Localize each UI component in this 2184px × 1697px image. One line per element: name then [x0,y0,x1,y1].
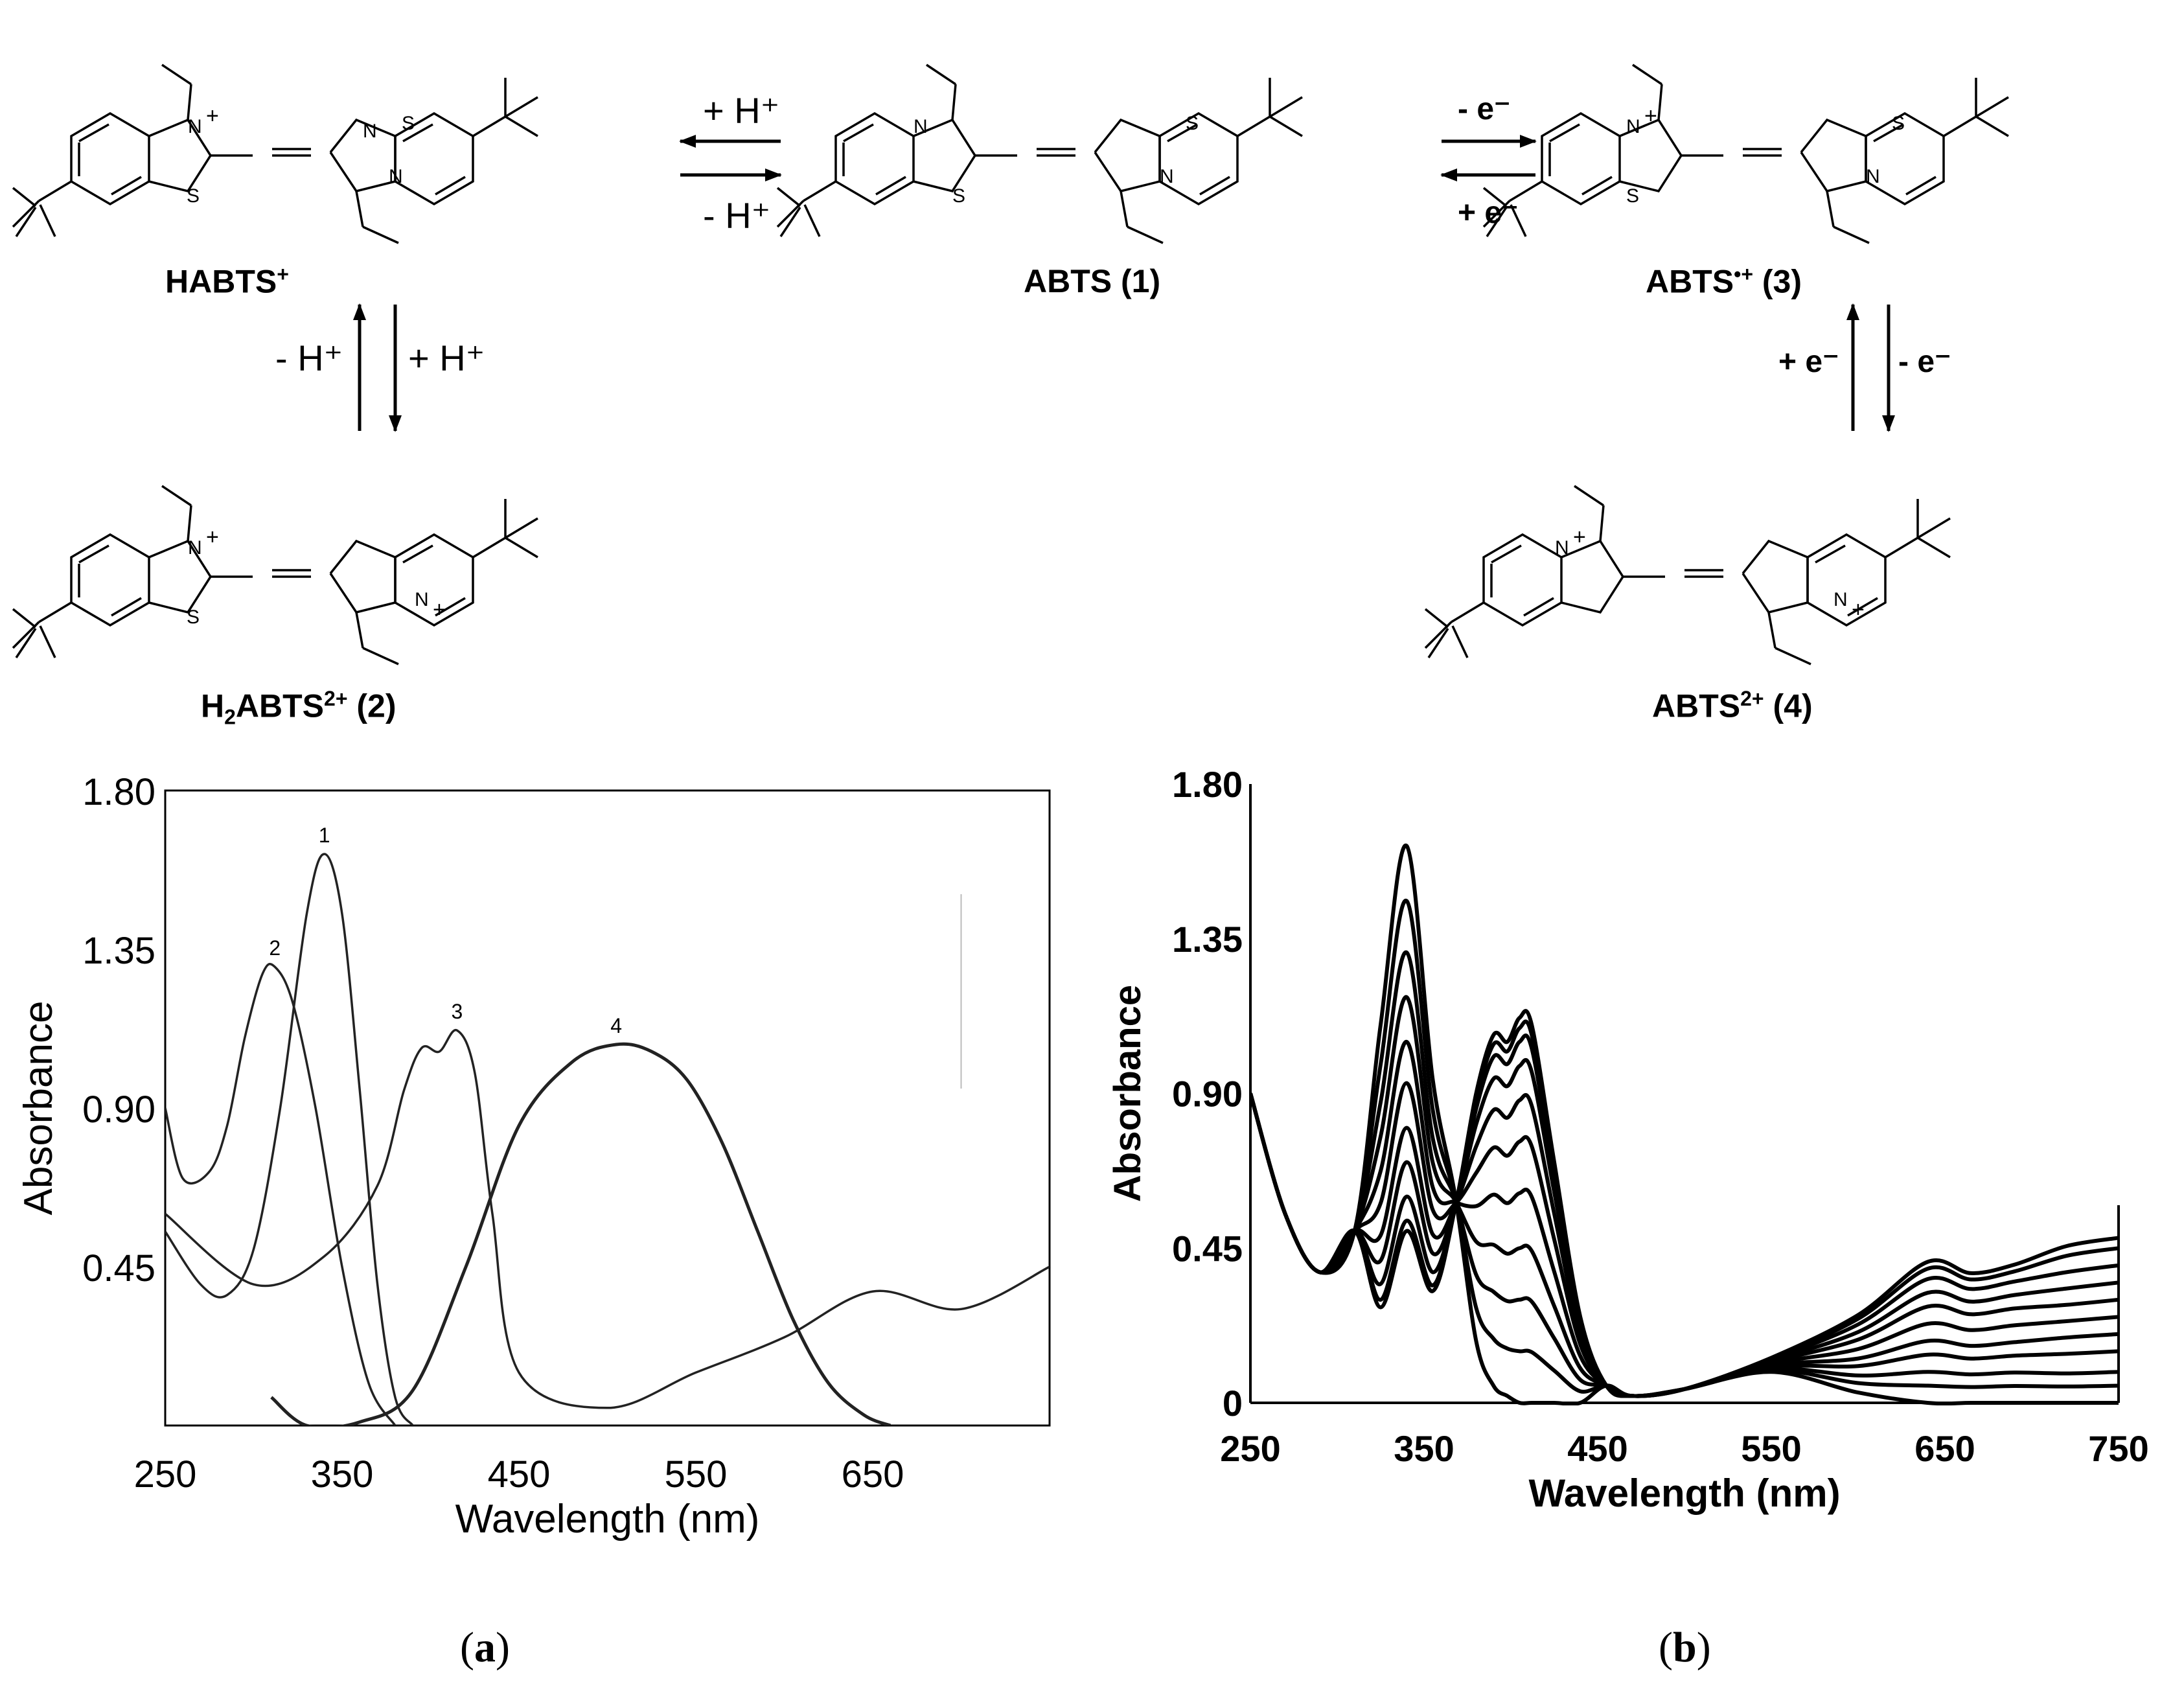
arrow-label-minus-h: - H⁺ [703,195,771,236]
svg-text:N: N [415,589,429,610]
svg-text:+: + [1573,525,1586,549]
abts-structure [776,63,1304,244]
spectrum-line [1250,1092,2119,1398]
plot-frame-a [164,789,1051,1427]
y-tick-label: 0.45 [82,1247,155,1289]
series-4-line [270,1042,891,1426]
label-habts: HABTS+ [165,262,289,300]
series-4-label: 4 [610,1014,622,1037]
x-tick-label: 650 [1914,1428,1975,1469]
svg-text:S: S [1626,185,1639,207]
y-tick-label: 0.45 [1172,1228,1243,1269]
svg-text:N: N [1833,589,1848,610]
panel-label-b: (b) [1659,1624,1711,1671]
spectrum-line [1250,950,2119,1398]
spectrum-line [1250,843,2119,1405]
svg-text:+: + [1852,597,1865,622]
svg-text:S: S [402,113,415,134]
svg-text:S: S [1186,113,1199,134]
svg-text:N: N [1160,166,1174,187]
series-3-label: 3 [452,1000,463,1023]
chart-b: 250 350 450 550 650 750 0 0.45 0.90 1.35 1.80 Wavel… [1107,764,2149,1515]
x-tick-label: 250 [1220,1428,1280,1469]
y-tick-label: 0.90 [1172,1074,1243,1114]
spectrum-line [1250,1039,2119,1398]
abts2-structure [1424,485,1951,665]
arrow-label-minus-e: - e⁻ [1458,92,1511,126]
reaction-scheme: N + S N S N NS SN N + S SN N + S N + N + N + [12,63,2010,665]
spectrum-line [1250,899,2119,1398]
spectrum-line [1250,1081,2119,1398]
label-abts-radical: ABTS•+ (3) [1646,262,1802,300]
series-1-label: 1 [319,824,330,847]
x-tick-label: 550 [665,1453,728,1495]
label-abts: ABTS (1) [1024,263,1161,299]
x-tick-label: 250 [134,1453,197,1495]
label-abts2: ABTS2+ (4) [1652,687,1813,724]
x-tick-label: 450 [488,1453,551,1495]
y-tick-label: 1.80 [82,771,155,813]
x-tick-label: 350 [1394,1428,1454,1469]
svg-text:N: N [914,116,928,137]
svg-text:S: S [1892,113,1905,134]
svg-text:+: + [1644,104,1657,128]
arrows-habts-abts [679,135,782,181]
series-3-line [165,1029,1050,1409]
arrows-habts-h2abts [353,303,402,432]
x-tick-label: 450 [1567,1428,1627,1469]
series-1-line [165,853,414,1426]
x-tick-label: 750 [2088,1428,2148,1469]
svg-text:N: N [188,116,202,137]
y-tick-label: 1.35 [1172,919,1243,960]
arrow-label-plus-e: + e⁻ [1458,196,1519,230]
chart-a: 250 350 450 550 650 0.45 0.90 1.35 1.80 Wavelengt… [16,771,1051,1541]
abts-radical-structure [1482,63,2010,244]
svg-text:S: S [187,606,200,628]
svg-text:+: + [206,104,219,128]
x-tick-label: 350 [311,1453,374,1495]
y-axis-label: Absorbance [16,1001,61,1216]
x-tick-label: 650 [842,1453,904,1495]
arrow-label-minus-e-vertical: - e⁻ [1898,345,1951,379]
x-axis-label: Wavelength (nm) [455,1497,760,1541]
svg-text:N: N [389,166,403,187]
spectrum-line [1250,995,2119,1398]
svg-text:+: + [433,597,446,622]
arrows-radical-abts2 [1846,303,1895,432]
arrows-abts-radical [1440,135,1537,181]
series-2-label: 2 [269,936,281,960]
svg-text:N: N [1555,537,1569,559]
spectrum-line [1250,1033,2119,1398]
spectrum-line [1250,1009,2119,1398]
arrow-label-plus-h-vertical: + H⁺ [408,338,485,378]
spectrum-line [1250,1058,2119,1398]
habts-structure [12,63,539,244]
x-axis-label: Wavelength (nm) [1528,1472,1840,1515]
y-tick-label: 1.80 [1172,764,1243,805]
svg-text:+: + [206,525,219,549]
y-tick-label: 0 [1223,1383,1243,1424]
spectrum-line [1250,1019,2119,1398]
label-h2abts: H2ABTS2+ (2) [201,687,397,729]
y-tick-label: 0.90 [82,1089,155,1131]
svg-text:N: N [363,121,377,142]
y-axis-label: Absorbance [1107,985,1149,1202]
svg-text:N: N [1626,116,1640,137]
y-tick-label: 1.35 [82,930,155,972]
panel-label-a: (a) [460,1624,510,1671]
arrow-label-plus-e-vertical: + e⁻ [1778,345,1839,379]
svg-text:N: N [188,537,202,559]
series-2-line [165,962,397,1426]
arrow-label-minus-h-vertical: - H⁺ [275,338,343,378]
svg-text:S: S [952,185,965,207]
arrow-label-plus-h: + H⁺ [703,90,780,131]
x-tick-label: 550 [1741,1428,1801,1469]
h2abts-structure [12,485,539,665]
svg-text:N: N [1866,166,1880,187]
svg-text:S: S [187,185,200,207]
